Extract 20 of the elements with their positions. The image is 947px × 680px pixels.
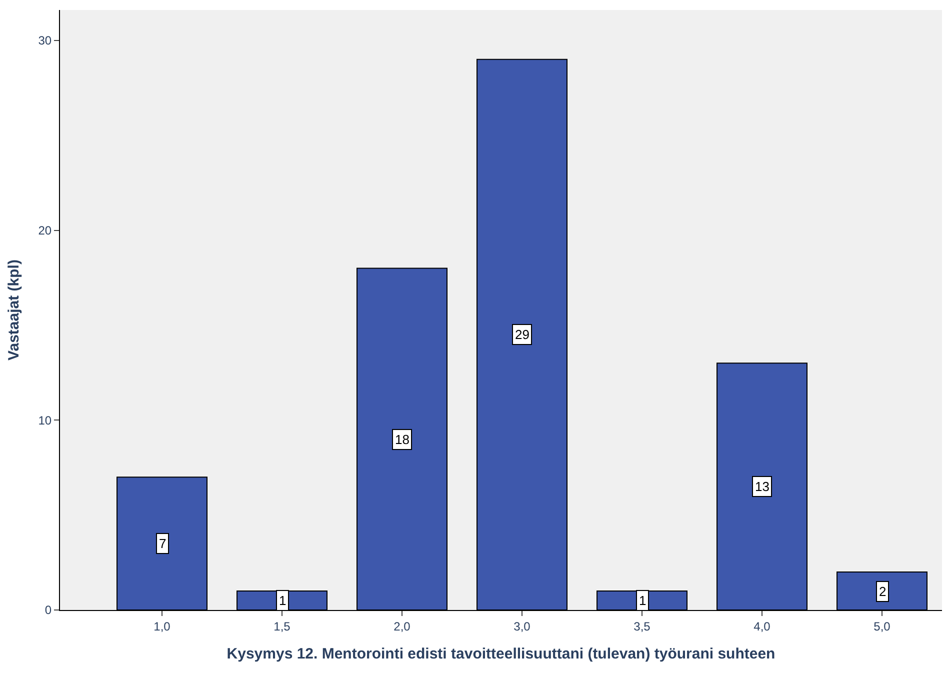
- data-label: 18: [395, 432, 410, 447]
- data-label: 7: [159, 536, 166, 551]
- data-label: 2: [879, 584, 886, 599]
- x-tick-label: 1,5: [274, 619, 291, 634]
- y-tick-label: 0: [44, 603, 52, 618]
- y-tick-label: 20: [38, 223, 52, 238]
- y-tick-label: 10: [38, 413, 52, 428]
- x-axis-title: Kysymys 12. Mentorointi edisti tavoitteellisuuttani (tulevan) työurani suhteen: [226, 645, 776, 662]
- data-label: 13: [755, 479, 770, 494]
- data-label: 1: [279, 593, 286, 608]
- data-label: 29: [515, 327, 530, 342]
- x-tick-label: 1,0: [154, 619, 171, 634]
- x-tick-label: 3,0: [514, 619, 531, 634]
- x-tick-label: 3,5: [634, 619, 651, 634]
- x-tick-label: 2,0: [394, 619, 411, 634]
- y-axis-title: Vastaajat (kpl): [5, 260, 22, 360]
- x-tick-label: 4,0: [754, 619, 771, 634]
- y-tick-label: 30: [38, 34, 52, 48]
- x-tick-label: 5,0: [874, 619, 891, 634]
- data-label: 1: [639, 593, 646, 608]
